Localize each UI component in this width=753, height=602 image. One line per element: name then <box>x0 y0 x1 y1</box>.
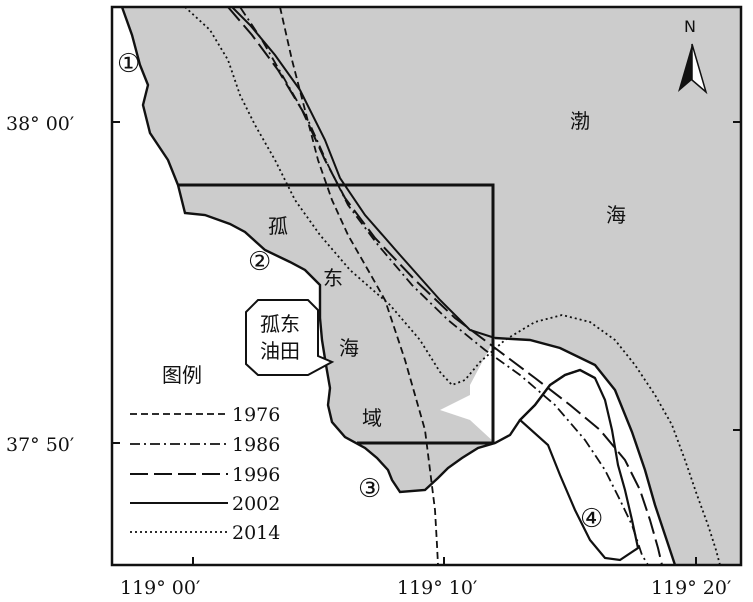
site-marker: ③ <box>358 474 381 504</box>
line-1996 <box>227 6 663 566</box>
oilfield-label: 孤东 <box>260 312 300 336</box>
area-name: 海 <box>339 336 359 360</box>
oilfield-callout <box>245 299 335 376</box>
x-tick-label: 119° 00′ <box>120 577 200 599</box>
sea-area <box>122 7 741 565</box>
y-tick-label: 38° 00′ <box>6 113 74 135</box>
site-marker: ① <box>117 49 140 79</box>
map-frame <box>110 5 743 567</box>
site-marker: ④ <box>580 504 603 534</box>
ticks <box>112 121 741 565</box>
study-area-box <box>178 183 495 445</box>
sea-name: 渤 <box>570 109 590 133</box>
legend: 1976 1986 1996 2002 2014 <box>130 404 280 544</box>
legend-label: 2014 <box>232 522 280 544</box>
area-name: 域 <box>362 406 382 430</box>
x-tick-label: 119° 20′ <box>651 577 731 599</box>
sea-name: 海 <box>606 203 626 227</box>
site-marker: ② <box>248 247 271 277</box>
line-1976 <box>279 6 439 566</box>
legend-label: 2002 <box>232 493 280 515</box>
oilfield-label: 油田 <box>260 339 300 363</box>
line-2002 <box>231 6 496 339</box>
legend-label: 1976 <box>232 404 280 426</box>
y-tick-label: 37° 50′ <box>6 434 74 456</box>
x-tick-label: 119° 10′ <box>397 577 477 599</box>
legend-title: 图例 <box>162 363 202 387</box>
area-name: 孤 <box>268 214 288 238</box>
coast-2002 <box>120 6 596 494</box>
legend-label: 1996 <box>232 464 280 486</box>
area-name: 东 <box>323 266 343 290</box>
coast-2002-south <box>494 336 677 566</box>
north-label: N <box>684 17 696 36</box>
north-arrow-icon <box>678 43 708 95</box>
legend-label: 1986 <box>232 434 280 456</box>
